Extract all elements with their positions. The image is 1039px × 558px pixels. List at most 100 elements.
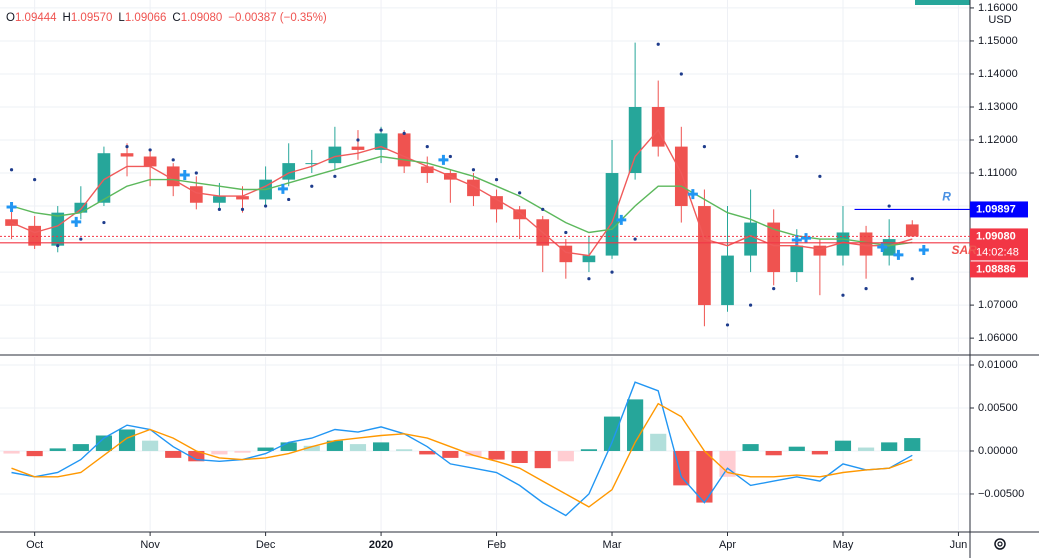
candle-body (744, 222, 757, 256)
sar-dot (587, 277, 591, 281)
sar-dot (9, 168, 14, 172)
histogram-bar (349, 444, 367, 451)
ohlc-value: 1.09444 (14, 12, 57, 24)
toolbar-button[interactable] (915, 0, 970, 5)
candle-body (51, 212, 65, 246)
candle-body (420, 166, 434, 174)
y-tick-label: 1.16000 (978, 2, 1018, 14)
ohlc-value: 1.09570 (70, 12, 113, 24)
x-tick-label: Nov (140, 539, 160, 551)
settings-icon[interactable] (994, 538, 1006, 550)
signal-cross (6, 202, 17, 213)
histogram-bar (603, 416, 621, 451)
sar-dot (402, 131, 406, 136)
sar-dot (379, 128, 383, 132)
y-tick-label: 1.15000 (978, 35, 1018, 47)
x-tick-label: Jun (950, 539, 968, 551)
candle-body (490, 196, 503, 210)
histogram-bar (488, 450, 505, 460)
y-tick-label: 0.00500 (978, 402, 1018, 414)
y-tick-label: −0.00500 (978, 488, 1024, 500)
histogram-bar (419, 450, 436, 455)
histogram-bar (165, 450, 182, 458)
candle-body (467, 179, 480, 197)
candle-body (236, 196, 249, 200)
macd-line (11, 381, 913, 517)
y-tick-label: 1.13000 (978, 101, 1018, 113)
sar-dot (194, 171, 198, 175)
sar-dot (910, 277, 914, 281)
sar-dot (841, 293, 845, 297)
x-tick-label: Apr (719, 539, 736, 551)
histogram-bar (557, 450, 574, 462)
histogram-bar (627, 399, 644, 451)
ohlc-header: O1.09444 H1.09570 L1.09066 C1.09080 −0.00387… (6, 12, 333, 24)
signal-cross (616, 214, 627, 225)
sar-dot (725, 323, 730, 327)
sar-dot (633, 237, 637, 241)
candle-body (189, 186, 203, 203)
candle-body (859, 232, 873, 256)
signal-cross (71, 216, 82, 227)
sar-dot (518, 191, 522, 195)
histogram-bar (765, 450, 782, 456)
sar-dot (564, 230, 568, 235)
candle-body (905, 224, 919, 237)
sar-dot (448, 154, 452, 159)
candle-body (767, 222, 781, 273)
histogram-bar (834, 440, 852, 451)
candle-body (374, 133, 388, 150)
price-badge-label: 1.08886 (976, 263, 1016, 275)
histogram-bar (280, 442, 297, 451)
annotation: R (942, 189, 951, 203)
sar-dot (494, 178, 499, 182)
histogram-bar (303, 445, 320, 451)
signal-cross (179, 170, 190, 181)
histogram-bar (3, 450, 20, 454)
sar-dot (541, 207, 545, 211)
candle-body (213, 196, 226, 203)
histogram-bar (442, 450, 459, 458)
sar-dot (818, 174, 822, 178)
sar-dot (748, 303, 753, 307)
histogram-bar (95, 435, 113, 451)
candle-body (143, 156, 157, 167)
moving-average (11, 155, 913, 247)
histogram-bar (72, 444, 89, 451)
y-tick-label: 1.06000 (978, 332, 1018, 344)
candle-body (582, 255, 596, 263)
histogram-bar (118, 429, 136, 451)
x-tick-label: Mar (603, 539, 622, 551)
ohlc-key: C (172, 12, 181, 24)
histogram-bar (881, 442, 898, 451)
price-badge (970, 261, 1028, 278)
sar-dot (333, 174, 337, 178)
signal-cross (877, 241, 888, 252)
gear (994, 538, 1006, 550)
annotation: SAR (952, 243, 978, 257)
y-tick-label: 1.11000 (978, 167, 1017, 179)
sar-dot (79, 237, 83, 241)
signal-cross (687, 189, 698, 200)
histogram-bar (857, 447, 875, 451)
y-tick-label: 1.14000 (978, 68, 1018, 80)
candle-body (790, 245, 804, 273)
sar-dot (171, 158, 175, 162)
candle-body (513, 209, 526, 220)
histogram-bar (257, 447, 274, 451)
x-tick-label: Feb (487, 539, 506, 551)
sar-dot (148, 148, 152, 152)
histogram-bar (511, 450, 528, 464)
sar-dot (702, 145, 707, 149)
sar-dot (217, 207, 222, 211)
histogram-bar (188, 450, 205, 462)
countdown-label: 14:02:48 (976, 246, 1019, 258)
sar-dot (287, 197, 291, 202)
sar-dot (795, 154, 799, 159)
histogram-bar (811, 450, 828, 455)
candle-body (97, 153, 111, 203)
sar-dot (102, 220, 106, 225)
